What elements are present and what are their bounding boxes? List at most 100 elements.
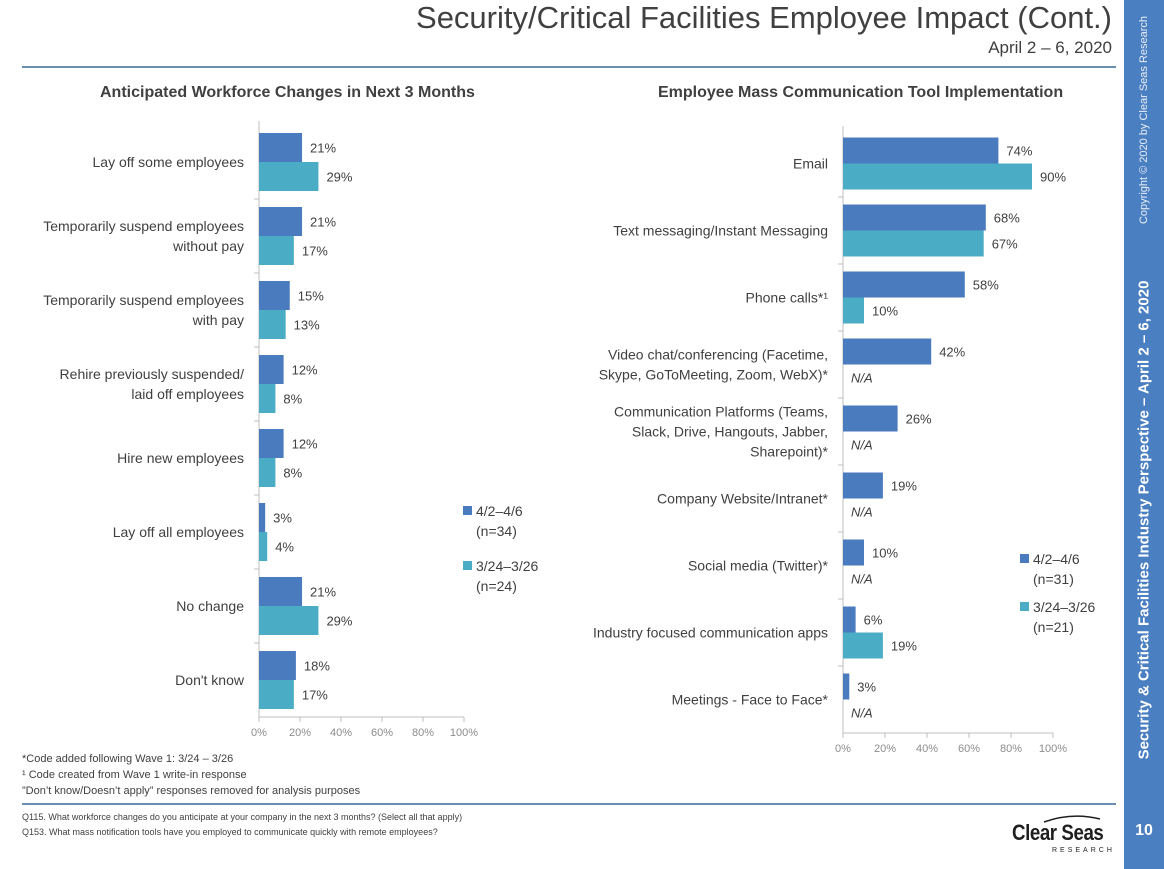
c1-category-label: Lay off some employees	[93, 154, 245, 170]
c1-bar-current	[259, 207, 303, 236]
c1-data-label: 3%	[273, 511, 292, 526]
c2-category-label: Text messaging/Instant Messaging	[613, 223, 828, 239]
page-title: Security/Critical Facilities Employee Im…	[416, 0, 1112, 35]
c2-bar-current	[843, 204, 986, 231]
c1-data-label: 29%	[326, 614, 352, 629]
c1-x-tick-label: 60%	[371, 727, 393, 739]
c2-bar-previous	[843, 632, 883, 659]
c2-legend-swatch	[1020, 602, 1029, 611]
c2-category-label: Industry focused communication apps	[593, 625, 828, 641]
c2-na-label: N/A	[851, 706, 873, 721]
chart1-title: Anticipated Workforce Changes in Next 3 …	[100, 84, 475, 101]
c1-bar-previous	[259, 606, 319, 635]
c2-category-label: Social media (Twitter)*	[688, 558, 829, 574]
c2-category-label: Phone calls*¹	[746, 290, 829, 306]
c2-na-label: N/A	[851, 371, 873, 386]
c2-legend-label: (n=31)	[1033, 571, 1074, 587]
c2-category-label: Sharepoint)*	[750, 444, 828, 460]
c2-legend-label: (n=21)	[1033, 619, 1074, 635]
c2-legend-label: 4/2–4/6	[1033, 551, 1080, 567]
c1-data-label: 21%	[310, 585, 336, 600]
c2-bar-current	[843, 405, 898, 432]
c2-category-label: Email	[793, 156, 828, 172]
c2-data-label: 90%	[1040, 170, 1066, 185]
c1-bar-current	[259, 429, 284, 458]
c1-bar-previous	[259, 532, 268, 561]
c1-data-label: 29%	[326, 170, 352, 185]
c1-legend-label: 4/2–4/6	[476, 503, 523, 519]
c2-category-label: Slack, Drive, Hangouts, Jabber,	[632, 424, 828, 440]
c2-data-label: 19%	[891, 639, 917, 654]
c1-data-label: 12%	[292, 363, 318, 378]
c1-data-label: 8%	[283, 392, 302, 407]
c2-bar-current	[843, 338, 932, 365]
c2-data-label: 6%	[864, 613, 883, 628]
c1-bar-current	[259, 281, 290, 310]
page-subtitle: April 2 – 6, 2020	[988, 38, 1112, 57]
c2-data-label: 58%	[973, 278, 999, 293]
c2-data-label: 67%	[992, 237, 1018, 252]
c1-category-label: Don't know	[175, 672, 245, 688]
c1-bar-previous	[259, 310, 286, 339]
c1-bar-current	[259, 355, 284, 384]
c2-bar-previous	[843, 297, 864, 324]
c1-legend-label: (n=34)	[476, 523, 517, 539]
c2-data-label: 19%	[891, 479, 917, 494]
c2-category-label: Company Website/Intranet*	[657, 491, 828, 507]
c2-x-tick-label: 100%	[1039, 743, 1067, 755]
c2-category-label: Meetings - Face to Face*	[672, 692, 829, 708]
c2-bar-current	[843, 673, 850, 700]
c1-legend-swatch	[463, 561, 472, 570]
c2-legend-label: 3/24–3/26	[1033, 599, 1095, 615]
c2-data-label: 68%	[994, 211, 1020, 226]
c2-data-label: 26%	[906, 412, 932, 427]
c1-data-label: 21%	[310, 215, 336, 230]
c1-bar-previous	[259, 384, 276, 413]
chart2-title: Employee Mass Communication Tool Impleme…	[658, 84, 1064, 101]
c1-data-label: 13%	[294, 318, 320, 333]
c1-x-tick-label: 100%	[450, 727, 478, 739]
c1-category-label: with pay	[192, 312, 244, 328]
c1-bar-previous	[259, 680, 294, 709]
c1-x-tick-label: 40%	[330, 727, 352, 739]
c2-data-label: 10%	[872, 304, 898, 319]
clear-seas-logo: Clear Seas RESEARCH	[1012, 815, 1120, 854]
logo-swoosh-icon	[1043, 815, 1101, 823]
c1-data-label: 12%	[292, 437, 318, 452]
c1-data-label: 17%	[302, 688, 328, 703]
c1-x-tick-label: 80%	[412, 727, 434, 739]
c2-x-tick-label: 60%	[958, 743, 980, 755]
c2-bar-current	[843, 472, 883, 499]
c1-bar-current	[259, 503, 266, 532]
c1-data-label: 18%	[304, 659, 330, 674]
c2-data-label: 10%	[872, 546, 898, 561]
c2-data-label: 42%	[939, 345, 965, 360]
c1-data-label: 15%	[298, 289, 324, 304]
c1-legend-label: 3/24–3/26	[476, 558, 538, 574]
c1-legend-label: (n=24)	[476, 578, 517, 594]
c2-data-label: 3%	[857, 680, 876, 695]
c2-category-label: Video chat/conferencing (Facetime,	[608, 347, 828, 363]
c2-na-label: N/A	[851, 572, 873, 587]
c1-bar-current	[259, 577, 303, 606]
page-number: 10	[1135, 822, 1153, 839]
c1-category-label: without pay	[172, 238, 244, 254]
c1-category-label: Rehire previously suspended/	[60, 366, 245, 382]
c1-category-label: Lay off all employees	[113, 524, 244, 540]
c1-bar-previous	[259, 162, 319, 191]
footnote-removed: ”Don’t know/Doesn’t apply” responses rem…	[22, 785, 361, 797]
c1-x-tick-label: 0%	[251, 727, 267, 739]
c1-bar-current	[259, 133, 303, 162]
c2-bar-previous	[843, 230, 984, 257]
c2-na-label: N/A	[851, 438, 873, 453]
footnote-code-added: *Code added following Wave 1: 3/24 – 3/2…	[22, 753, 234, 765]
c2-bar-current	[843, 137, 999, 164]
c1-category-label: Hire new employees	[117, 450, 244, 466]
c1-data-label: 8%	[283, 466, 302, 481]
c1-category-label: No change	[176, 598, 244, 614]
footnote-write-in: ¹ Code created from Wave 1 write-in resp…	[22, 769, 247, 781]
c2-legend-swatch	[1020, 554, 1029, 563]
copyright-text: Copyright © 2020 by Clear Seas Research	[1138, 15, 1150, 225]
c2-data-label: 74%	[1006, 144, 1032, 159]
